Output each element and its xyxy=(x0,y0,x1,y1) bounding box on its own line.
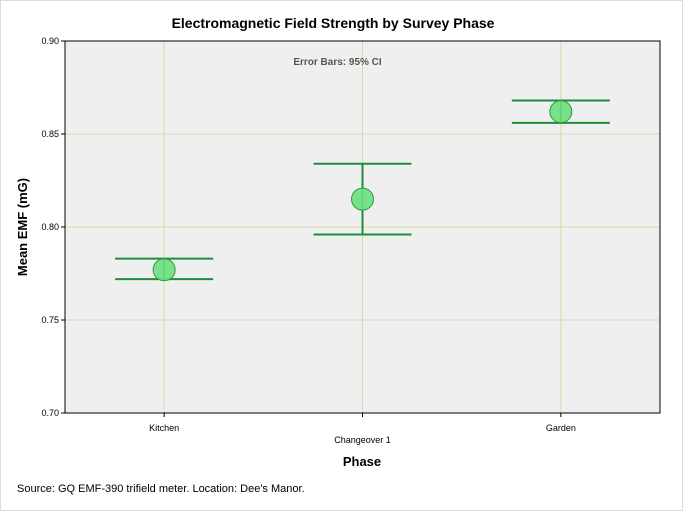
y-tick-label: 0.90 xyxy=(41,36,59,46)
x-tick-label: Garden xyxy=(546,423,576,433)
error-bar-kitchen xyxy=(115,257,214,282)
error-bar-changeover-1 xyxy=(313,162,412,236)
chart-title: Electromagnetic Field Strength by Survey… xyxy=(172,15,495,31)
error-bar-annotation: Error Bars: 95% CI xyxy=(293,57,382,68)
y-tick-label: 0.75 xyxy=(41,315,59,325)
mean-marker xyxy=(152,258,176,282)
plot-border xyxy=(64,40,661,414)
y-axis-title: Mean EMF (mG) xyxy=(15,178,30,276)
y-tick-label: 0.70 xyxy=(41,408,59,418)
x-tick-label: Kitchen xyxy=(149,423,179,433)
x-tick-label: Changeover 1 xyxy=(334,435,391,445)
mean-marker xyxy=(549,100,573,124)
y-tick-label: 0.85 xyxy=(41,129,59,139)
mean-marker xyxy=(351,187,374,211)
error-bar-garden xyxy=(511,99,610,124)
source-note: Source: GQ EMF-390 trifield meter. Locat… xyxy=(17,483,305,495)
y-tick-label: 0.80 xyxy=(41,222,59,232)
x-axis-title: Phase xyxy=(343,454,381,469)
